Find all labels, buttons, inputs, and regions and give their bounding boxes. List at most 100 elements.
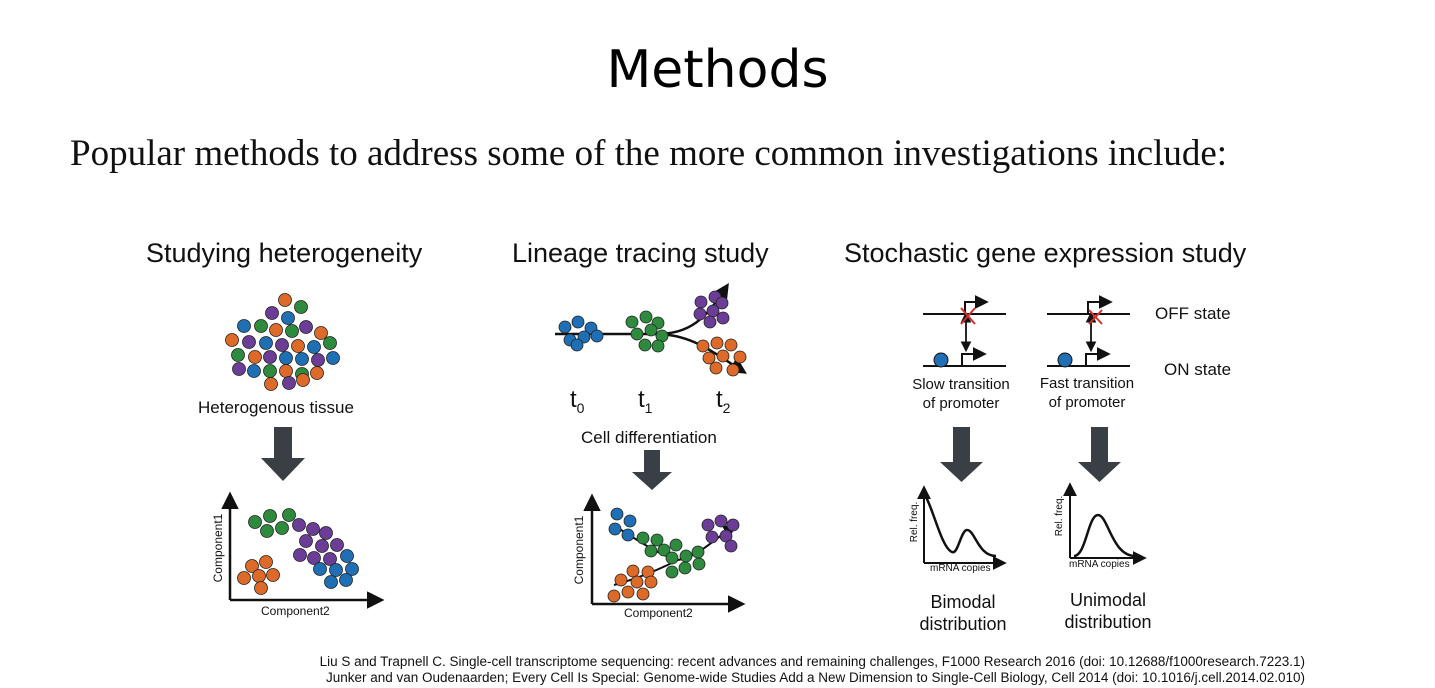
cell-orange <box>702 351 716 365</box>
cell-green <box>294 300 308 314</box>
cell-purple <box>693 307 707 321</box>
cell-orange <box>644 575 658 589</box>
down-arrow-fast <box>1078 427 1121 482</box>
cell-purple <box>703 315 717 329</box>
cell-green <box>285 324 299 338</box>
reference-2: Junker and van Oudenaarden; Every Cell I… <box>325 670 1305 685</box>
slow-transition-label: Slow transition of promoter <box>912 376 1010 412</box>
cell-green <box>669 538 683 552</box>
cell-orange <box>726 363 740 377</box>
cell-blue <box>247 364 261 378</box>
cell-purple <box>694 295 708 309</box>
cell-orange <box>310 366 324 380</box>
slide-subtitle: Popular methods to address some of the m… <box>70 133 1228 174</box>
cell-blue <box>621 528 635 542</box>
cell-purple <box>307 551 321 565</box>
tissue-label: Heterogenous tissue <box>198 398 354 417</box>
lineage-scatter-cells <box>607 507 740 603</box>
cell-purple <box>232 362 246 376</box>
cell-orange <box>254 581 268 595</box>
cell-purple <box>275 338 289 352</box>
cell-green <box>282 508 296 522</box>
cell-orange <box>264 377 278 391</box>
time-t2: t2 <box>716 386 731 416</box>
cell-green <box>692 557 706 571</box>
cell-blue <box>608 522 622 536</box>
cell-purple <box>701 518 715 532</box>
cell-green <box>275 521 289 535</box>
cell-orange <box>266 568 280 582</box>
cell-purple <box>714 514 728 528</box>
on-state-label: ON state <box>1164 360 1232 379</box>
cell-green <box>644 323 658 337</box>
cell-orange <box>630 575 644 589</box>
cell-purple <box>726 518 740 532</box>
reference-1: Liu S and Trapnell C. Single-cell transc… <box>319 654 1305 669</box>
cell-orange <box>621 585 635 599</box>
cell-orange <box>710 336 724 350</box>
bimodal-label: Bimodal distribution <box>919 592 1007 634</box>
het-ylabel: Component1 <box>211 513 225 582</box>
lineage-title: Lineage tracing study <box>512 238 769 268</box>
cell-purple <box>323 552 337 566</box>
time-t1: t1 <box>638 386 653 416</box>
cell-green <box>657 543 671 557</box>
cell-green <box>678 561 692 575</box>
cell-blue <box>313 562 327 576</box>
cell-green <box>636 531 650 545</box>
cell-orange <box>237 571 251 585</box>
cell-orange <box>696 339 710 353</box>
cell-blue <box>558 320 572 334</box>
cell-orange <box>245 559 259 573</box>
cell-orange <box>259 555 273 569</box>
cell-orange <box>733 350 747 364</box>
down-arrow-heterogeneity <box>261 427 305 481</box>
cell-blue <box>279 351 293 365</box>
cell-purple <box>716 311 730 325</box>
cell-purple <box>299 534 313 548</box>
bimodal-plot <box>917 485 1007 570</box>
cell-orange <box>225 333 239 347</box>
promoter-fast-diagram <box>1047 295 1130 368</box>
cell-purple <box>330 538 344 552</box>
cell-blue <box>345 562 359 576</box>
cell-green <box>630 327 644 341</box>
cell-orange <box>716 349 730 363</box>
cell-green <box>691 545 705 559</box>
cell-blue <box>610 507 624 521</box>
cell-green <box>650 533 664 547</box>
cell-purple <box>292 518 306 532</box>
cell-orange <box>279 364 293 378</box>
cell-blue <box>623 514 637 528</box>
cell-blue <box>281 311 295 325</box>
cell-blue <box>570 338 584 352</box>
cell-green <box>263 509 277 523</box>
fast-transition-label: Fast transition of promoter <box>1039 375 1135 411</box>
cell-orange <box>314 326 328 340</box>
cell-purple <box>263 350 277 364</box>
cell-purple <box>242 335 256 349</box>
cell-purple <box>319 526 333 540</box>
cell-green <box>644 544 658 558</box>
stochastic-title: Stochastic gene expression study <box>844 238 1247 268</box>
cell-purple <box>299 320 313 334</box>
cell-purple <box>306 522 320 536</box>
cell-green <box>625 315 639 329</box>
cell-purple <box>705 530 719 544</box>
cell-green <box>254 319 268 333</box>
cell-differentiation-label: Cell differentiation <box>581 428 717 447</box>
cell-green <box>651 339 665 353</box>
time-t0: t0 <box>570 386 585 416</box>
cell-orange <box>636 587 650 601</box>
promoter-slow-diagram <box>923 295 1006 368</box>
cell-purple <box>724 539 738 553</box>
cell-purple <box>311 353 325 367</box>
cell-blue <box>326 351 340 365</box>
cell-orange <box>607 589 621 603</box>
cell-blue <box>295 352 309 366</box>
bimodal-xlabel: mRNA copies <box>930 563 991 574</box>
cell-blue <box>324 575 338 589</box>
cell-purple <box>282 376 296 390</box>
lineage-tree-cells <box>558 290 747 377</box>
cell-orange <box>614 573 628 587</box>
